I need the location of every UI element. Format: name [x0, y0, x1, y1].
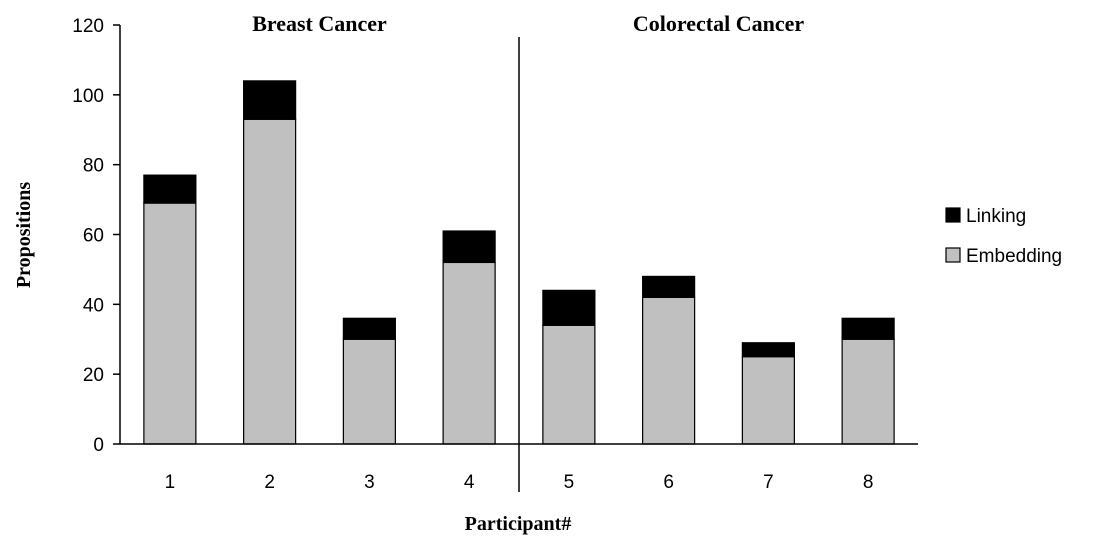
- bar-segment-embedding: [442, 261, 496, 445]
- bar-segment-embedding: [342, 338, 396, 445]
- bar-segment-linking: [243, 80, 297, 120]
- bar-segment-linking: [342, 317, 396, 340]
- x-tick-label: 1: [165, 472, 176, 493]
- bar-segment-linking: [542, 289, 596, 326]
- legend-swatch-linking: [945, 207, 961, 223]
- x-tick-label: 8: [863, 472, 874, 493]
- bar-segment-linking: [642, 275, 696, 298]
- x-axis-title: Participant#: [465, 513, 572, 535]
- bar-segment-embedding: [243, 118, 297, 445]
- bar-segment-embedding: [741, 356, 795, 445]
- legend-swatch-embedding: [945, 247, 961, 263]
- bar-segment-linking: [741, 342, 795, 358]
- y-tick-label: 120: [72, 16, 104, 37]
- y-tick-label: 80: [83, 156, 104, 177]
- x-tick-label: 4: [464, 472, 475, 493]
- bar-segment-embedding: [542, 324, 596, 445]
- y-tick-label: 100: [72, 86, 104, 107]
- x-ticks: 1 2 3 4 5 6 7 8: [165, 472, 874, 493]
- legend-label-embedding: Embedding: [966, 246, 1062, 267]
- bar-segment-embedding: [143, 202, 197, 445]
- group-label: Colorectal Cancer: [633, 11, 804, 36]
- y-ticks: 0 20 40 60 80 100 120: [72, 16, 120, 456]
- y-tick-label: 0: [93, 435, 104, 456]
- x-tick-label: 6: [663, 472, 674, 493]
- x-tick-label: 7: [763, 472, 774, 493]
- x-tick-label: 2: [264, 472, 275, 493]
- legend-label-linking: Linking: [966, 206, 1026, 227]
- y-tick-label: 60: [83, 226, 104, 247]
- y-axis-title: Propositions: [13, 182, 35, 289]
- bar-segment-linking: [841, 317, 895, 340]
- x-tick-label: 3: [364, 472, 375, 493]
- bar-segment-embedding: [841, 338, 895, 445]
- group-labels: Breast Cancer Colorectal Cancer: [252, 11, 804, 36]
- y-tick-label: 20: [83, 365, 104, 386]
- group-label: Breast Cancer: [252, 11, 387, 36]
- y-tick-label: 40: [83, 295, 104, 316]
- axes-layer: [119, 25, 918, 492]
- bars-layer: [143, 80, 895, 445]
- bar-segment-linking: [143, 174, 197, 204]
- bar-segment-embedding: [642, 296, 696, 445]
- legend: Linking Embedding: [945, 206, 1062, 267]
- bar-segment-linking: [442, 230, 496, 264]
- x-tick-label: 5: [564, 472, 575, 493]
